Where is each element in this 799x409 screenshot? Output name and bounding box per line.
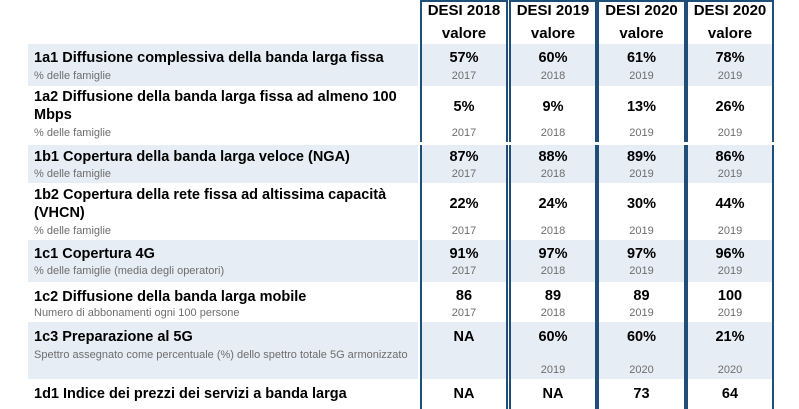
value-cell: 60% <box>626 329 657 345</box>
table-row: 1b2 Copertura della rete fissa ad altiss… <box>0 183 799 240</box>
value-cell: 89 <box>633 288 650 304</box>
table-row: 1c1 Copertura 4G % delle famiglie (media… <box>0 240 799 282</box>
year-cell: 2018 <box>540 168 566 180</box>
year-cell: 2019 <box>629 265 654 277</box>
value-cell: 64 <box>721 386 739 402</box>
header-col-1-subtitle: valore <box>441 25 487 42</box>
indicator-unit: % delle famiglie <box>34 168 112 180</box>
indicator-label: 1c1 Copertura 4G <box>34 246 155 262</box>
year-cell: 2019 <box>540 364 566 376</box>
value-cell: 13% <box>626 99 657 115</box>
value-cell: 97% <box>626 246 657 262</box>
value-cell: 22% <box>449 196 479 212</box>
year-cell: 2018 <box>540 70 566 82</box>
header-col-1-title: DESI 2018 <box>427 2 501 19</box>
header-col-2-frame <box>509 0 597 44</box>
indicator-label: 1b2 Copertura della rete fissa ad altiss… <box>34 187 387 221</box>
table-row: 1c3 Preparazione al 5G Spettro assegnato… <box>0 322 799 379</box>
year-cell: 2019 <box>629 70 654 82</box>
year-cell: 2018 <box>540 127 566 139</box>
value-cell: 61% <box>626 50 657 66</box>
value-cell: 60% <box>538 50 568 66</box>
value-cell: 44% <box>715 196 745 212</box>
value-cell: 96% <box>715 246 745 262</box>
year-cell: 2019 <box>717 265 743 277</box>
table-row: 1a1 Diffusione complessiva della banda l… <box>0 44 799 86</box>
header-col-4-frame <box>686 0 774 44</box>
indicator-label: 1d1 Indice dei prezzi dei servizi a band… <box>34 386 347 402</box>
header-col-2: DESI 2019 valore <box>509 0 597 44</box>
header-col-1: DESI 2018 valore <box>420 0 508 44</box>
indicator-unit: % delle famiglie <box>34 225 112 237</box>
year-cell: 2017 <box>451 127 477 139</box>
indicator-label: 1a1 Diffusione complessiva della banda l… <box>34 50 384 66</box>
year-cell: 2019 <box>629 168 654 180</box>
value-cell: 9% <box>542 99 564 115</box>
header-col-4: DESI 2020 valore <box>686 0 774 44</box>
year-cell: 2020 <box>717 364 743 376</box>
header-col-3-title: DESI 2020 <box>605 2 678 19</box>
value-cell: 30% <box>626 196 657 212</box>
header-col-1-frame <box>420 0 508 44</box>
indicator-label: 1a2 Diffusione della banda larga fissa a… <box>34 89 397 123</box>
year-cell: 2018 <box>540 307 566 319</box>
year-cell: 2019 <box>629 307 654 319</box>
value-cell: 89% <box>626 149 657 165</box>
indicator-label: 1c3 Preparazione al 5G <box>34 329 193 345</box>
year-cell: 2019 <box>629 127 654 139</box>
year-cell: 2020 <box>629 364 654 376</box>
table-row: 1c2 Diffusione della banda larga mobile … <box>0 282 799 322</box>
header-col-4-title: DESI 2020 <box>693 2 767 19</box>
value-cell: 100 <box>717 288 743 304</box>
value-cell: NA <box>453 329 475 345</box>
value-cell: 88% <box>538 149 568 165</box>
year-cell: 2017 <box>451 168 477 180</box>
year-cell: 2017 <box>451 265 477 277</box>
value-cell: 21% <box>715 329 745 345</box>
year-cell: 2019 <box>717 168 743 180</box>
value-cell: 60% <box>538 329 568 345</box>
year-cell: 2019 <box>629 225 654 237</box>
year-cell: 2019 <box>717 70 743 82</box>
header-col-3-frame <box>597 0 686 44</box>
year-cell: 2017 <box>451 225 477 237</box>
header-col-3: DESI 2020 valore <box>597 0 686 44</box>
indicator-unit: % delle famiglie <box>34 127 112 139</box>
value-cell: 57% <box>449 50 479 66</box>
value-cell: 97% <box>538 246 568 262</box>
year-cell: 2018 <box>540 225 566 237</box>
value-cell: 26% <box>715 99 745 115</box>
table-row: 1a2 Diffusione della banda larga fissa a… <box>0 86 799 142</box>
table-row: 1b1 Copertura della banda larga veloce (… <box>0 145 799 183</box>
header-col-3-subtitle: valore <box>619 25 664 42</box>
value-cell: 78% <box>715 50 745 66</box>
year-cell: 2019 <box>717 127 743 139</box>
value-cell: 89 <box>544 288 562 304</box>
header-col-4-subtitle: valore <box>707 25 753 42</box>
year-cell: 2019 <box>717 225 743 237</box>
value-cell: 91% <box>449 246 479 262</box>
table-row: 1d1 Indice dei prezzi dei servizi a band… <box>0 379 799 409</box>
year-cell: 2019 <box>717 307 743 319</box>
value-cell: 86% <box>715 149 745 165</box>
value-cell: 86 <box>455 288 473 304</box>
indicator-unit: Spettro assegnato come percentuale (%) d… <box>34 349 408 361</box>
value-cell: 5% <box>453 99 475 115</box>
indicator-label: 1b1 Copertura della banda larga veloce (… <box>34 149 350 165</box>
value-cell: 24% <box>538 196 568 212</box>
indicator-unit: % delle famiglie <box>34 70 112 82</box>
value-cell: NA <box>542 386 564 402</box>
year-cell: 2017 <box>451 307 477 319</box>
value-cell: 73 <box>633 386 650 402</box>
indicator-unit: Numero di abbonamenti ogni 100 persone <box>34 307 240 319</box>
indicator-label: 1c2 Diffusione della banda larga mobile <box>34 289 307 305</box>
year-cell: 2018 <box>540 265 566 277</box>
year-cell: 2017 <box>451 70 477 82</box>
indicator-unit: % delle famiglie (media degli operatori) <box>34 265 225 277</box>
value-cell: 87% <box>449 149 479 165</box>
header-col-2-subtitle: valore <box>530 25 576 42</box>
header-col-2-title: DESI 2019 <box>516 2 590 19</box>
value-cell: NA <box>453 386 475 402</box>
